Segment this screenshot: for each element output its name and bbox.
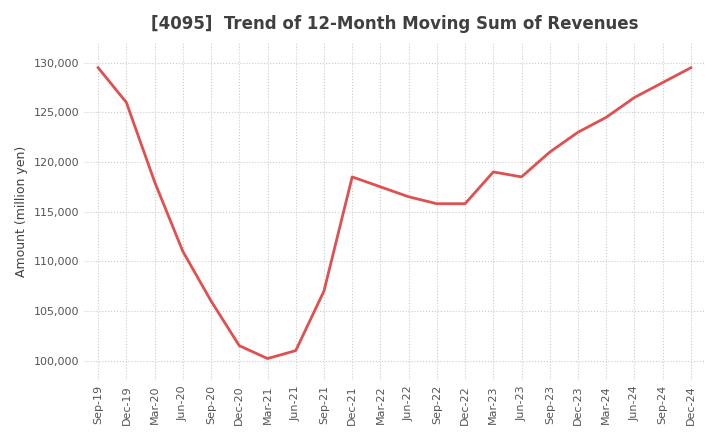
Title: [4095]  Trend of 12-Month Moving Sum of Revenues: [4095] Trend of 12-Month Moving Sum of R…	[150, 15, 638, 33]
Y-axis label: Amount (million yen): Amount (million yen)	[15, 146, 28, 277]
